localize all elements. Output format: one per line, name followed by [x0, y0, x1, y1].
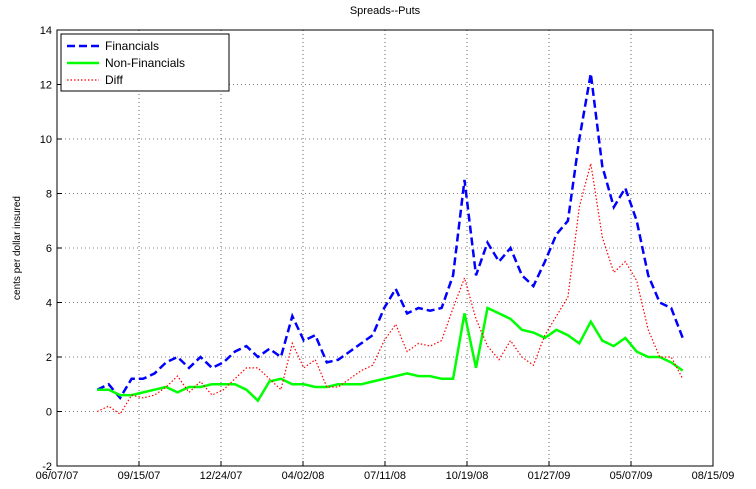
- legend-box: [60, 33, 230, 92]
- y-tick-label: 6: [46, 243, 52, 255]
- x-tick-label: 07/11/08: [364, 470, 406, 482]
- y-tick-label: 14: [40, 25, 52, 37]
- y-tick-label: 2: [46, 352, 52, 364]
- series-line: [96, 73, 684, 401]
- x-tick-label: 01/27/09: [528, 470, 571, 482]
- y-tick-label: 12: [40, 80, 52, 92]
- y-tick-label: -2: [42, 461, 52, 473]
- y-tick-label: 0: [46, 407, 52, 419]
- x-tick-label: 10/19/08: [446, 470, 489, 482]
- plot-frame: [56, 29, 714, 467]
- legend-label: Diff: [105, 73, 123, 87]
- y-axis-label: cents per dollar insured: [12, 196, 23, 300]
- x-tick-label: 12/24/07: [200, 470, 243, 482]
- x-tick-label: 09/15/07: [118, 470, 161, 482]
- legend-label: Financials: [105, 39, 159, 53]
- series-line: [96, 163, 684, 416]
- y-tick-label: 8: [46, 189, 52, 201]
- y-tick-label: 4: [46, 298, 52, 310]
- y-tick-label: 10: [40, 134, 52, 146]
- legend-label: Non-Financials: [105, 56, 185, 70]
- x-tick-label: 08/15/09: [692, 470, 735, 482]
- x-tick-label: 05/07/09: [610, 470, 653, 482]
- x-tick-label: 04/02/08: [282, 470, 325, 482]
- chart-title: Spreads--Puts: [350, 5, 421, 17]
- x-tick-label: 06/07/07: [36, 470, 79, 482]
